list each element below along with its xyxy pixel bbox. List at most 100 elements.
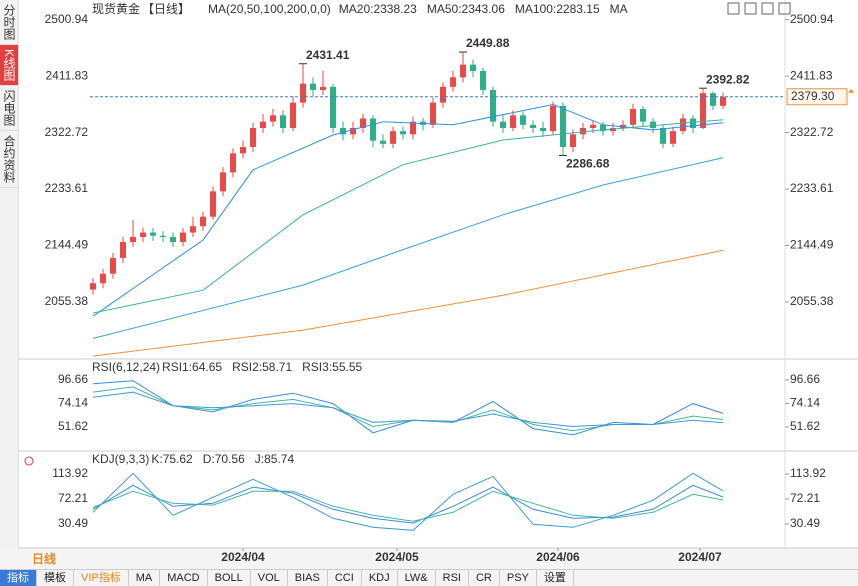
y-tick-label-right: 74.14 — [790, 396, 820, 410]
candle-body — [140, 232, 146, 237]
legend-entry: MA — [610, 2, 628, 16]
candle-body — [670, 131, 676, 144]
candle-body — [110, 257, 116, 274]
candle-body — [710, 93, 716, 106]
extreme-label: 2392.82 — [706, 72, 750, 86]
candle-body — [460, 64, 466, 78]
y-tick-label-right: 72.21 — [790, 491, 820, 505]
y-tick-label: 96.66 — [58, 372, 88, 386]
toolbar-item[interactable]: MA — [129, 570, 161, 586]
candle-body — [290, 102, 296, 128]
icon[interactable] — [761, 2, 774, 15]
toolbar-item[interactable]: MACD — [160, 570, 208, 586]
toolbar-item[interactable]: 设置 — [537, 570, 574, 586]
candle-body — [310, 83, 316, 90]
candle-body — [330, 86, 336, 128]
y-tick-label: 2144.49 — [45, 238, 89, 252]
candle-body — [320, 86, 326, 90]
candle-body — [700, 93, 706, 128]
y-tick-label: 30.49 — [58, 516, 88, 530]
candle-body — [160, 235, 166, 237]
candle-body — [510, 115, 516, 128]
candle-body — [600, 124, 606, 132]
candle-body — [210, 191, 216, 217]
candle-body — [560, 105, 566, 148]
y-tick-label-right: 2500.94 — [790, 12, 834, 26]
chart-title: RSI(6,12,24) — [92, 360, 160, 374]
candle-body — [440, 86, 446, 103]
candle-body — [300, 83, 306, 103]
ma-line — [92, 103, 724, 317]
settings-icon[interactable] — [24, 456, 34, 466]
candle-body — [530, 124, 536, 128]
last-price-label: 2379.30 — [791, 89, 835, 103]
extreme-label: 2286.68 — [566, 157, 610, 171]
candle-body — [280, 115, 286, 128]
toolbar-item[interactable]: BOLL — [208, 570, 251, 586]
candle-body — [350, 127, 356, 135]
chart-title: 现货黄金 — [92, 1, 140, 16]
candle-body — [120, 242, 126, 258]
last-price-box — [786, 88, 848, 106]
candle-body — [230, 153, 236, 173]
y-tick-label-right: 30.49 — [790, 516, 820, 530]
icon[interactable] — [727, 2, 740, 15]
ma-line — [92, 157, 724, 339]
candle-body — [490, 89, 496, 122]
candle-body — [500, 121, 506, 128]
date-axis-bg — [0, 548, 858, 569]
candle-body — [390, 131, 396, 144]
toolbar-item[interactable]: VIP指标 — [74, 570, 129, 586]
y-tick-label-right: 2144.49 — [790, 238, 834, 252]
y-tick-label-right: 96.66 — [790, 372, 820, 386]
y-tick-label: 2500.94 — [45, 12, 89, 26]
candle-body — [130, 236, 136, 243]
extreme-label: 2449.88 — [466, 36, 510, 50]
x-tick-label: 2024/07 — [678, 550, 722, 564]
toolbar-item[interactable]: 模板 — [37, 570, 74, 586]
candle-body — [660, 127, 666, 144]
legend-entry: D:70.56 — [203, 452, 245, 466]
candle-body — [650, 121, 656, 128]
sidebar-tab[interactable]: 分时图 — [0, 0, 18, 45]
candle-body — [270, 115, 276, 122]
sidebar-tab[interactable]: 合约资料 — [0, 131, 18, 189]
legend-entry: MA100:2283.15 — [515, 2, 600, 16]
toolbar-item[interactable]: PSY — [500, 570, 537, 586]
candle-body — [430, 102, 436, 125]
candle-body — [640, 108, 646, 122]
candle-body — [400, 131, 406, 135]
toolbar-item[interactable]: VOL — [251, 570, 288, 586]
icon[interactable] — [744, 2, 757, 15]
toolbar-item[interactable]: KDJ — [362, 570, 398, 586]
sidebar-tab[interactable]: K线图 — [0, 45, 18, 87]
toolbar-icons[interactable] — [727, 2, 791, 15]
legend-entry: K:75.62 — [151, 452, 193, 466]
candle-body — [470, 64, 476, 71]
sidebar-tab[interactable]: 闪电图 — [0, 86, 18, 132]
chart-title: KDJ(9,3,3) — [92, 452, 149, 466]
indicator-line — [92, 472, 724, 531]
candle-body — [170, 236, 176, 243]
candle-body — [630, 108, 636, 125]
y-tick-label-right: 113.92 — [790, 466, 826, 480]
y-tick-label: 2233.61 — [45, 181, 89, 195]
toolbar-item[interactable]: 指标 — [0, 570, 37, 586]
y-tick-label: 72.21 — [58, 491, 88, 505]
toolbar-item[interactable]: BIAS — [288, 570, 328, 586]
toolbar-item[interactable]: CR — [469, 570, 500, 586]
period[interactable]: 日线 — [18, 551, 88, 568]
icon[interactable] — [778, 2, 791, 15]
indicator-line — [92, 380, 724, 436]
y-tick-label-right: 2322.72 — [790, 125, 834, 139]
candle-body — [240, 147, 246, 154]
toolbar-item[interactable]: RSI — [436, 570, 469, 586]
candle-body — [450, 77, 456, 87]
toolbar-item[interactable]: LW& — [398, 570, 436, 586]
y-tick-label: 51.62 — [58, 419, 88, 433]
toolbar-item[interactable]: CCI — [328, 570, 362, 586]
y-tick-label-right: 2233.61 — [790, 181, 834, 195]
candle-body — [200, 216, 206, 227]
candle-body — [150, 232, 156, 236]
candle-body — [360, 118, 366, 128]
